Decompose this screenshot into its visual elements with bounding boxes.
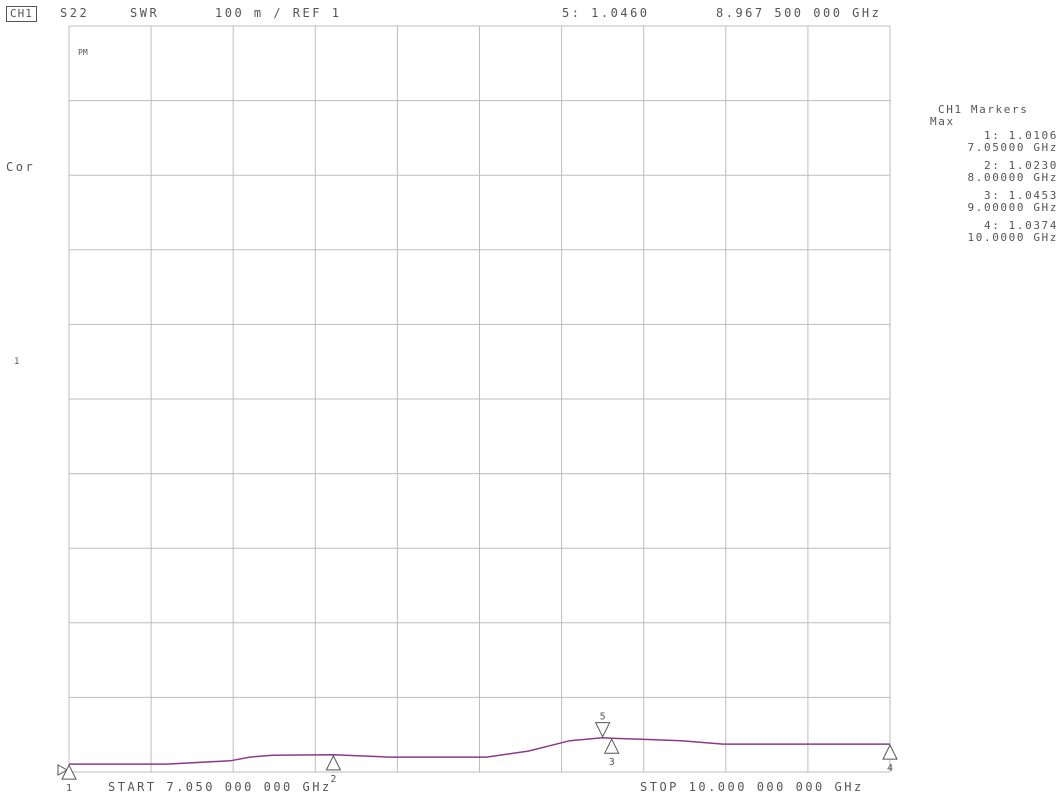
marker-3 [603,738,620,754]
marker-2-freq: 8.00000 GHz [967,171,1058,184]
marker-1 [61,763,77,780]
marker-label-1: 1 [66,783,72,794]
active-marker-frequency: 8.967 500 000 GHz [716,6,882,20]
series-line-0 [69,736,890,765]
marker-2-value: 2: 1.0230 [983,159,1058,172]
markers-panel: CH1 Markers Max 1: 1.0106 7.05000 GHz 2:… [930,104,1058,250]
marker-2 [325,754,342,771]
power-meter-indicator: PM [78,48,88,57]
markers-panel-title: CH1 Markers [938,103,1029,116]
parameter-label: S22 [60,6,90,20]
marker-label-4: 4 [887,763,893,774]
markers-panel-subtitle: Max [930,115,955,128]
reference-arrow [57,764,69,776]
marker-4-freq: 10.0000 GHz [967,231,1058,244]
marker-3-freq: 9.00000 GHz [967,201,1058,214]
marker-label-3: 3 [609,757,615,768]
marker-4-value: 4: 1.0374 [983,219,1058,232]
channel-indicator: CH1 [6,6,37,22]
stop-frequency: STOP 10.000 000 000 GHz [640,780,864,794]
marker-entry-3: 3: 1.0453 9.00000 GHz [930,190,1058,214]
active-marker-value: 5: 1.0460 [562,6,650,20]
reference-symbol: 1 [14,357,22,367]
marker-1-freq: 7.05000 GHz [967,141,1058,154]
marker-3-value: 3: 1.0453 [983,189,1058,202]
marker-4 [882,743,898,760]
scale-label: 100 m / REF 1 [215,6,342,20]
marker-label-2: 2 [330,774,336,785]
marker-entry-4: 4: 1.0374 10.0000 GHz [930,220,1058,244]
start-frequency: START 7.050 000 000 GHz [108,780,332,794]
correction-indicator: Cor [6,160,36,174]
marker-5 [594,722,611,738]
marker-1-value: 1: 1.0106 [983,129,1058,142]
marker-entry-1: 1: 1.0106 7.05000 GHz [930,130,1058,154]
format-label: SWR [130,6,160,20]
marker-label-5: 5 [600,712,606,723]
marker-entry-2: 2: 1.0230 8.00000 GHz [930,160,1058,184]
